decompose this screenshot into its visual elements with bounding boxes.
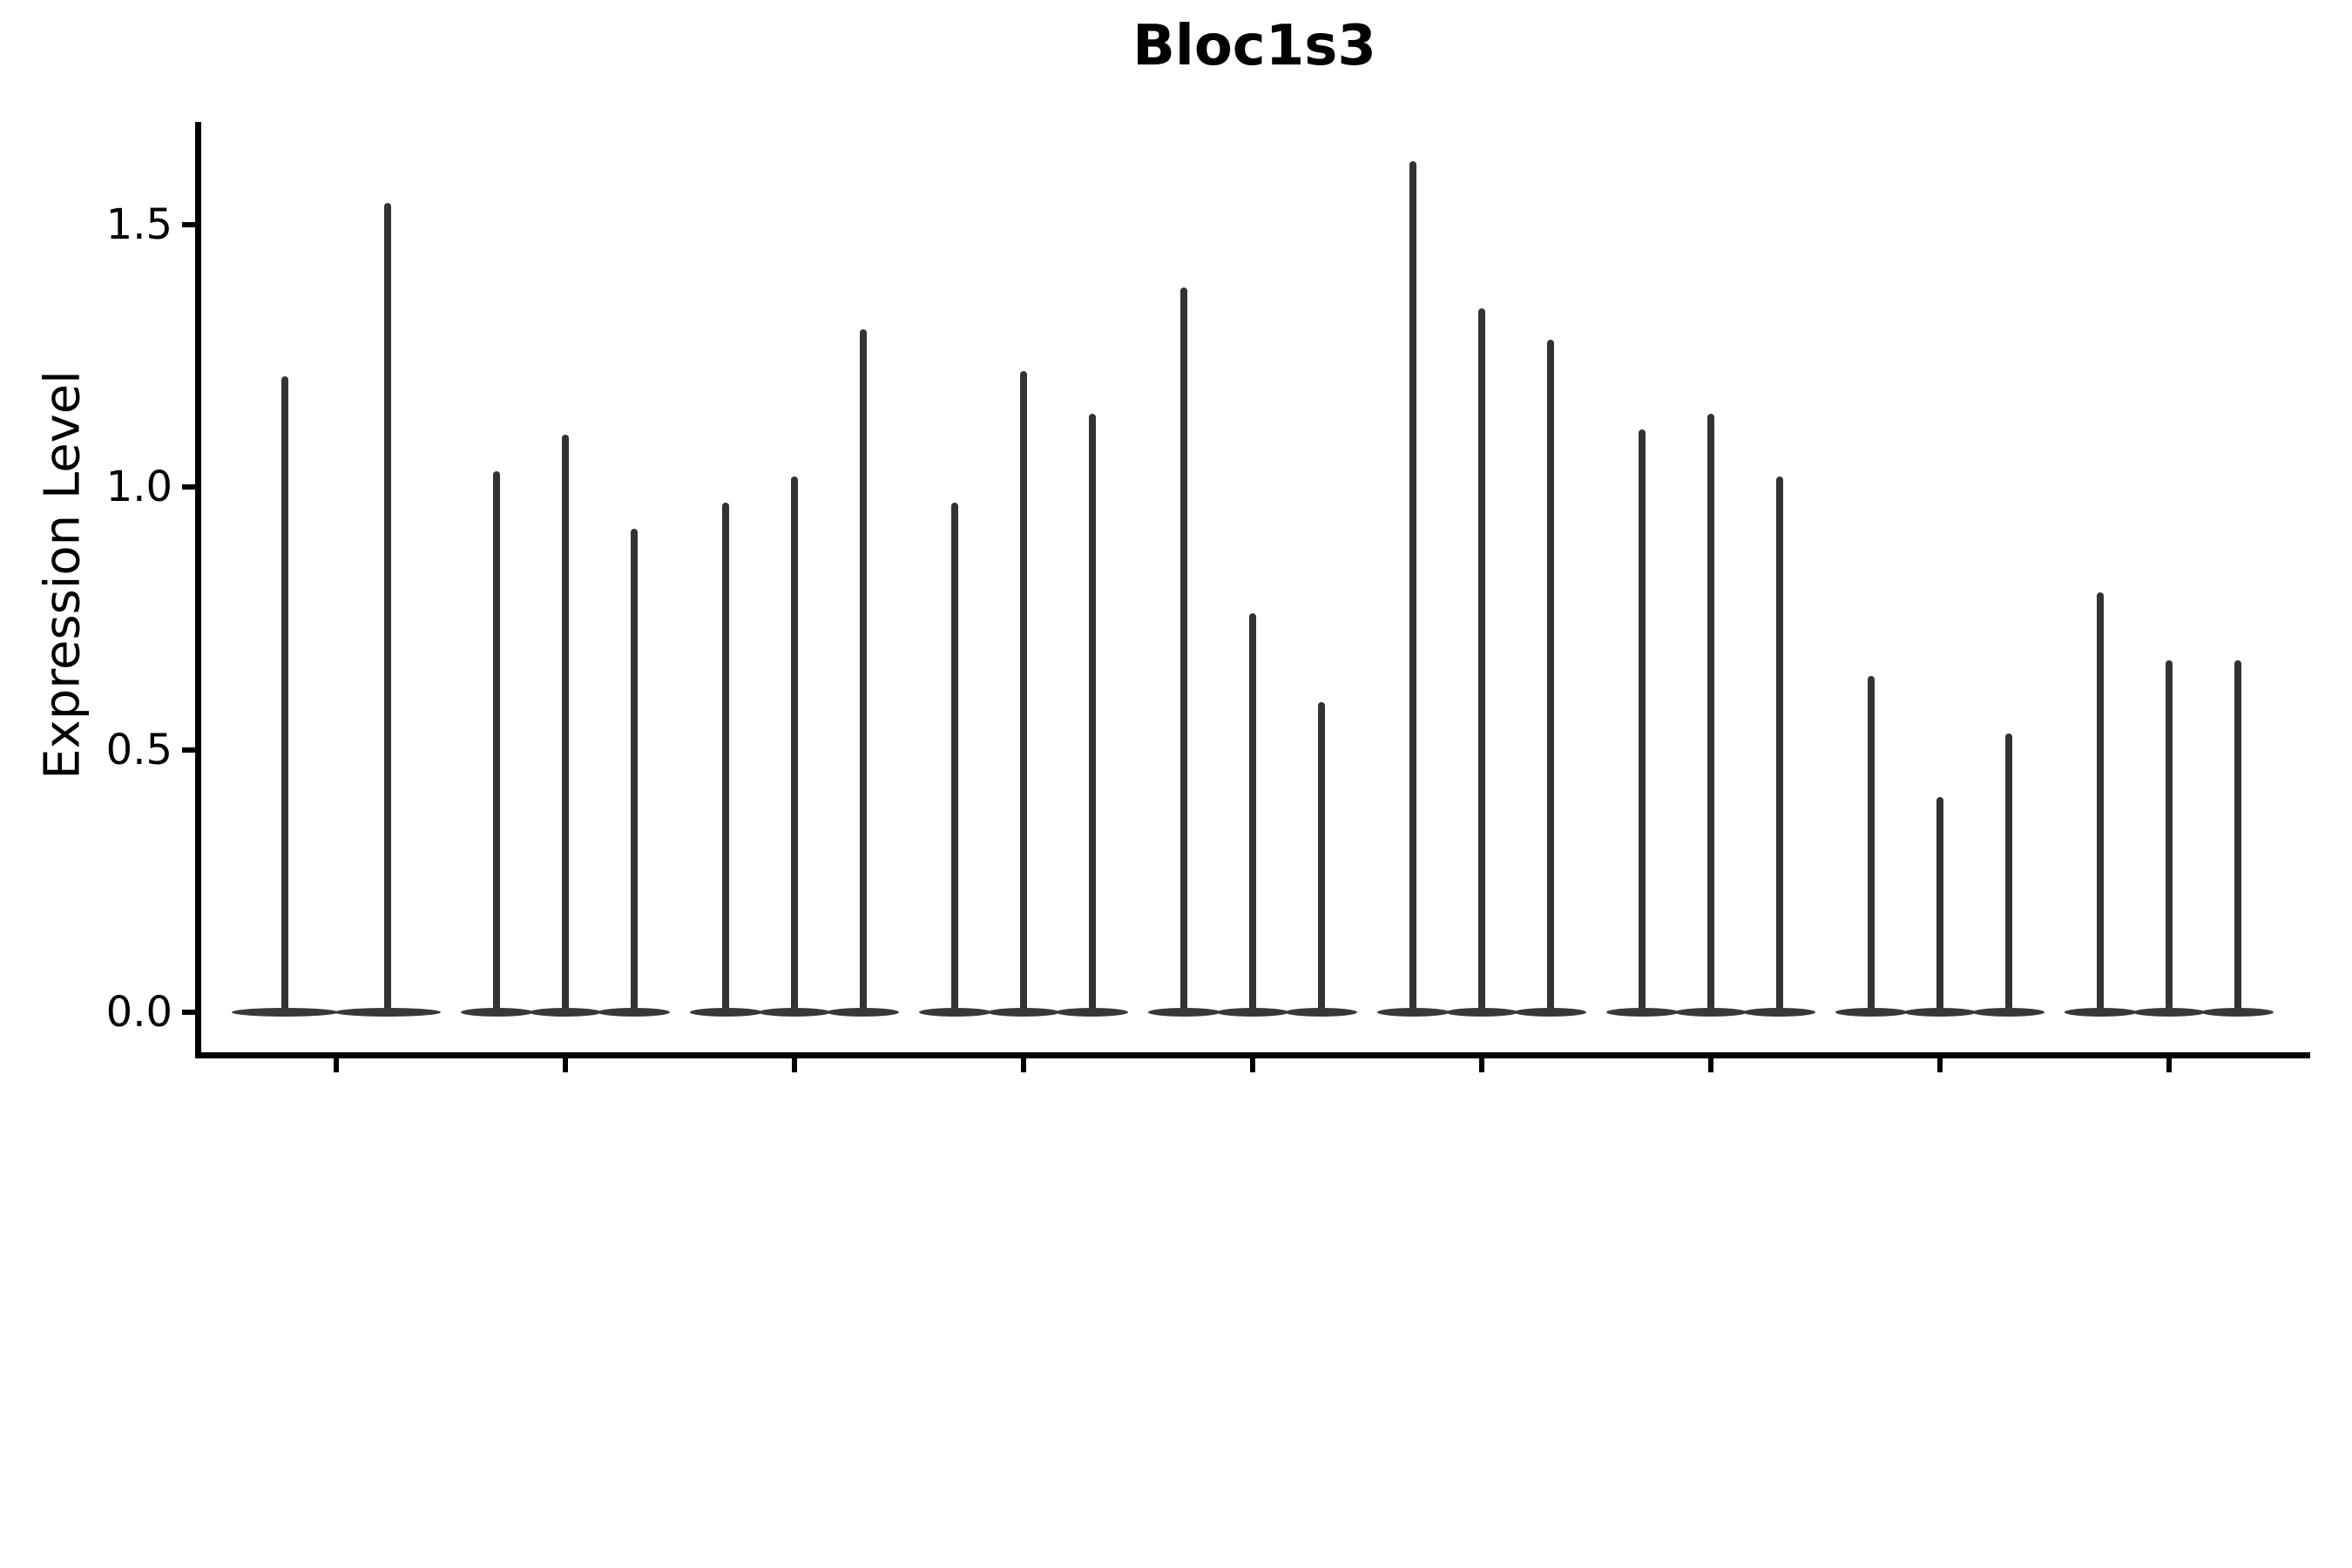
violin-base	[1674, 1008, 1747, 1017]
violin-base	[1972, 1008, 2045, 1017]
violin-spike	[2097, 591, 2105, 1012]
violin-base	[1835, 1008, 1908, 1017]
x-tick	[1479, 1058, 1484, 1072]
violin-spike	[2004, 733, 2012, 1012]
violin-base	[918, 1008, 991, 1017]
violin-spike	[1639, 429, 1646, 1012]
violin-spike	[1317, 702, 1325, 1012]
x-tick	[563, 1058, 568, 1072]
y-tick-label: 1.0	[105, 463, 172, 511]
x-tick	[1021, 1058, 1026, 1072]
y-tick-label: 0.0	[105, 988, 172, 1037]
chart-title: Bloc1s3	[1132, 14, 1376, 78]
violin-base	[231, 1008, 338, 1017]
x-axis-spine	[194, 1051, 2310, 1058]
violin-base	[2132, 1008, 2206, 1017]
violin-base	[1056, 1008, 1129, 1017]
violin-spike	[1180, 287, 1188, 1012]
violin-spike	[951, 503, 959, 1012]
violin-base	[1743, 1008, 1816, 1017]
violin-base	[1285, 1008, 1358, 1017]
violin-spike	[2234, 659, 2241, 1012]
violin-spike	[791, 476, 798, 1012]
y-axis-spine	[194, 122, 201, 1058]
x-tick	[334, 1058, 339, 1072]
violin-base	[335, 1008, 442, 1017]
violin-base	[1147, 1008, 1220, 1017]
violin-spike	[562, 434, 569, 1012]
violin-spike	[1707, 413, 1714, 1012]
violin-base	[1605, 1008, 1679, 1017]
y-tick	[181, 747, 195, 753]
violin-base	[827, 1008, 900, 1017]
violin-spike	[493, 470, 501, 1012]
violin-base	[1445, 1008, 1518, 1017]
violin-spike	[1020, 371, 1027, 1012]
violin-base	[2201, 1008, 2274, 1017]
violin-spike	[384, 203, 392, 1012]
violin-spike	[859, 329, 867, 1012]
x-tick	[1937, 1058, 1943, 1072]
x-tick	[1250, 1058, 1255, 1072]
y-tick	[181, 221, 195, 227]
x-tick	[1708, 1058, 1713, 1072]
violin-base	[1903, 1008, 1977, 1017]
violin-spike	[630, 529, 638, 1012]
violin-spike	[280, 376, 288, 1012]
violin-spike	[722, 503, 730, 1012]
violin-spike	[1478, 308, 1485, 1012]
violin-spike	[1409, 161, 1417, 1012]
violin-base	[758, 1008, 831, 1017]
x-tick	[2166, 1058, 2172, 1072]
violin-base	[689, 1008, 762, 1017]
violin-spike	[2166, 659, 2173, 1012]
violin-base	[987, 1008, 1060, 1017]
y-tick-label: 0.5	[105, 725, 172, 774]
violin-base	[1216, 1008, 1289, 1017]
y-axis-label: Expression Level	[34, 370, 91, 780]
violin-base	[2064, 1008, 2137, 1017]
violin-base	[598, 1008, 671, 1017]
violin-base	[460, 1008, 533, 1017]
violin-spike	[1775, 476, 1783, 1012]
violin-spike	[1546, 340, 1554, 1012]
violin-base	[529, 1008, 602, 1017]
x-tick	[792, 1058, 797, 1072]
y-tick	[181, 1010, 195, 1015]
y-tick	[181, 484, 195, 490]
violin-spike	[1249, 612, 1256, 1012]
violin-spike	[1088, 413, 1096, 1012]
violin-base	[1514, 1008, 1587, 1017]
violin-base	[1376, 1008, 1450, 1017]
y-tick-label: 1.5	[105, 199, 172, 249]
violin-spike	[1936, 796, 1943, 1012]
violin-spike	[1868, 676, 1876, 1012]
